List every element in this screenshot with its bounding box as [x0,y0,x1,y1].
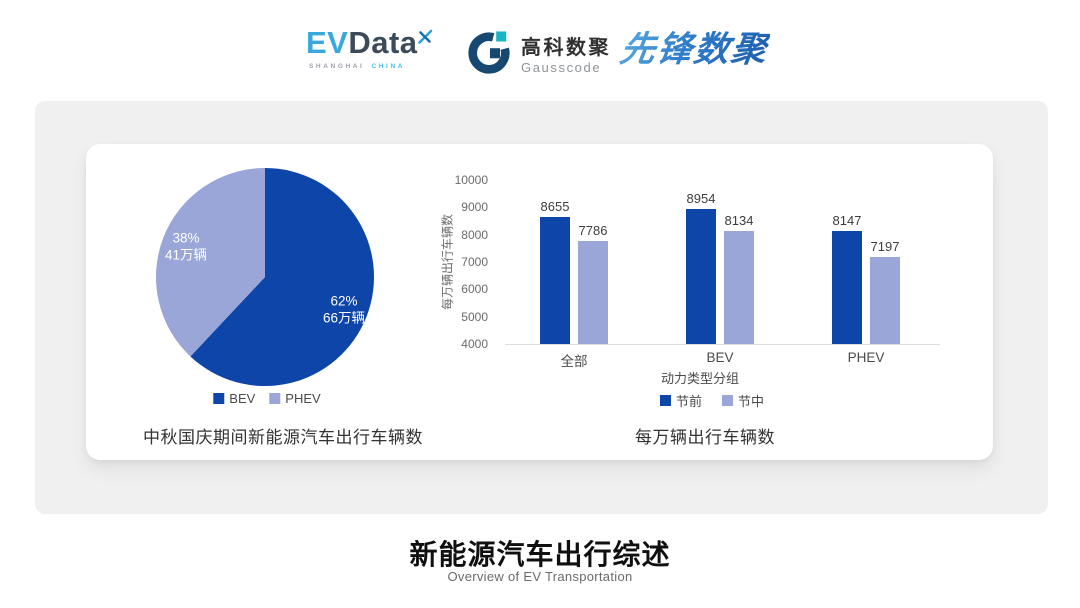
gausscode-g-icon [466,30,512,81]
pie-slice-label-bev: 62% 66万辆 [323,293,365,325]
pie-chart: 62% 66万辆 38% 41万辆 [156,168,374,386]
evdata-x-mark-icon [416,19,434,53]
bar-value-label-节中-PHEV: 7197 [870,238,900,254]
gausscode-logo: 高科数聚 Gausscode [466,30,611,81]
phev-legend-label: PHEV [285,391,321,406]
y-tick-label-10000: 10000 [454,173,488,187]
bar-legend-item-pre: 节前 [659,391,702,410]
pie-slice-label-phev: 38% 41万辆 [165,231,207,263]
bev-legend-swatch [213,393,225,404]
content-panel: 62% 66万辆 38% 41万辆 BEV PHEV 中秋国庆期间新能源汽车出行车辆数… [35,101,1048,514]
y-tick-label-5000: 5000 [461,309,488,324]
bar-节前-PHEV [832,230,862,344]
pre-holiday-legend-swatch [659,395,671,406]
bar-value-label-节前-全部: 8655 [540,198,570,214]
evdata-subtext: SHANGHAI CHINA [306,63,418,70]
bar-value-label-节前-PHEV: 8147 [832,212,862,228]
pie-legend-item-bev: BEV [213,391,255,406]
bar-legend-item-mid: 节中 [722,391,764,410]
evdata-data-text: Data [348,25,418,60]
bar-节前-BEV [686,208,716,344]
bar-chart: 每万辆出行车辆数 动力类型分组 节前 节中 4000 5000 6000 7000 80… [438,172,950,452]
pre-holiday-legend-label: 节前 [675,394,702,409]
bar-value-label-节前-BEV: 8954 [686,190,716,206]
pie-slice-phev [156,168,265,357]
evdata-ev-text: EV [306,25,349,60]
bar-节前-全部 [540,216,570,344]
bar-节中-BEV [724,231,754,344]
bar-chart-title: 每万辆出行车辆数 [635,428,775,447]
x-category-label-BEV: BEV [706,350,734,365]
bar-x-axis-label: 动力类型分组 [660,371,740,386]
mid-holiday-legend-label: 节中 [738,394,765,409]
page-title: 新能源汽车出行综述 [409,539,671,570]
gausscode-cn-name: 高科数聚 [521,36,611,59]
bar-legend: 节前 节中 [659,391,764,410]
charts-card: 62% 66万辆 38% 41万辆 BEV PHEV 中秋国庆期间新能源汽车出行车辆数… [86,144,993,460]
gausscode-en-name: Gausscode [521,59,602,75]
y-tick-label-9000: 9000 [461,200,488,215]
bar-x-axis-line [505,344,940,345]
y-tick-label-4000: 4000 [461,337,488,351]
gausscode-text: 高科数聚 Gausscode [521,37,611,75]
y-tick-label-8000: 8000 [461,227,488,242]
bar-节中-全部 [578,240,608,344]
bar-节中-PHEV [870,256,900,344]
bar-value-label-节中-全部: 7786 [578,222,608,238]
y-tick-label-7000: 7000 [461,255,488,269]
phev-legend-swatch [269,393,281,404]
y-tick-label-6000: 6000 [461,282,488,297]
x-category-label-全部: 全部 [560,354,588,369]
evdata-wordmark: EVData [306,25,432,60]
x-category-label-PHEV: PHEV [847,350,885,365]
pie-legend: BEV PHEV [213,391,321,406]
evdata-sub-shanghai: SHANGHAI [309,63,365,70]
bev-legend-label: BEV [229,391,256,406]
evdata-logo: EVData SHANGHAI CHINA [306,25,432,70]
pie-legend-item-phev: PHEV [269,391,321,406]
pie-chart-title: 中秋国庆期间新能源汽车出行车辆数 [143,428,423,447]
bar-value-label-节中-BEV: 8134 [724,213,754,228]
mid-holiday-legend-swatch [722,395,733,406]
xianfeng-logo: 先锋数聚 [617,30,771,69]
evdata-sub-china: CHINA [371,63,406,70]
header-logos: EVData SHANGHAI CHINA [0,0,1080,96]
page-subtitle: Overview of EV Transportation [447,569,633,584]
pie-slice-bev [190,168,374,386]
